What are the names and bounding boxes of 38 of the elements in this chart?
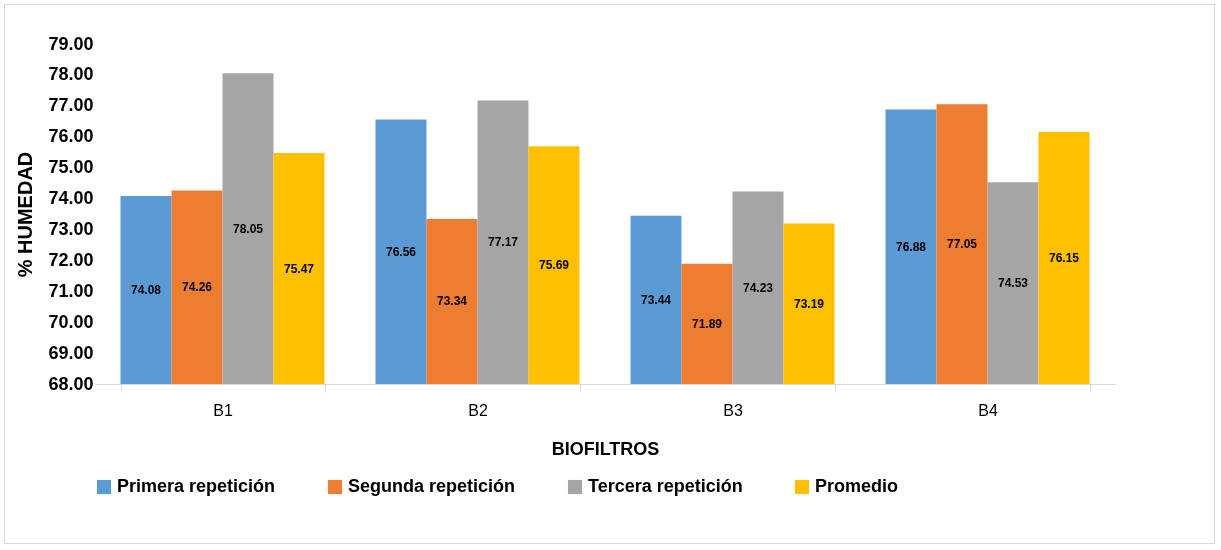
x-axis-title: BIOFILTROS — [551, 438, 660, 459]
y-tick-label: 70.00 — [48, 311, 94, 332]
y-tick-label: 76.00 — [48, 126, 94, 147]
data-label: 77.05 — [946, 237, 978, 252]
y-tick-label: 74.00 — [48, 188, 94, 209]
data-label: 74.23 — [742, 280, 774, 295]
x-tick-label: B3 — [723, 401, 743, 419]
y-tick-label: 75.00 — [48, 157, 94, 178]
y-tick-label: 77.00 — [48, 95, 94, 116]
data-label: 73.34 — [436, 294, 468, 309]
y-tick-label: 79.00 — [48, 33, 94, 54]
data-label: 77.17 — [487, 235, 519, 250]
data-label: 76.88 — [895, 239, 927, 254]
data-label: 75.69 — [538, 258, 570, 273]
legend-label: Tercera repetición — [588, 476, 743, 496]
x-tick-label: B1 — [213, 401, 233, 419]
legend-label: Segunda repetición — [348, 476, 516, 496]
data-label: 76.15 — [1048, 251, 1080, 266]
legend-label: Primera repetición — [117, 476, 276, 496]
y-tick-label: 73.00 — [48, 218, 94, 239]
data-label: 73.19 — [793, 296, 825, 311]
data-label: 74.26 — [181, 280, 213, 295]
data-label: 73.44 — [640, 292, 672, 307]
data-label: 75.47 — [283, 261, 315, 276]
y-tick-label: 69.00 — [48, 342, 94, 363]
x-tick-label: B4 — [978, 401, 998, 419]
data-label: 74.08 — [130, 283, 162, 298]
y-tick-label: 78.00 — [48, 64, 94, 85]
data-label: 71.89 — [691, 316, 723, 331]
x-tick-label: B2 — [468, 401, 488, 419]
data-label: 78.05 — [232, 221, 264, 236]
y-axis-title: % HUMEDAD — [14, 151, 37, 278]
y-tick-label: 71.00 — [48, 280, 94, 301]
y-tick-label: 72.00 — [48, 249, 94, 270]
data-label: 74.53 — [997, 276, 1029, 291]
legend-label: Promedio — [815, 476, 899, 496]
y-tick-label: 68.00 — [48, 373, 94, 394]
data-label: 76.56 — [385, 244, 417, 259]
